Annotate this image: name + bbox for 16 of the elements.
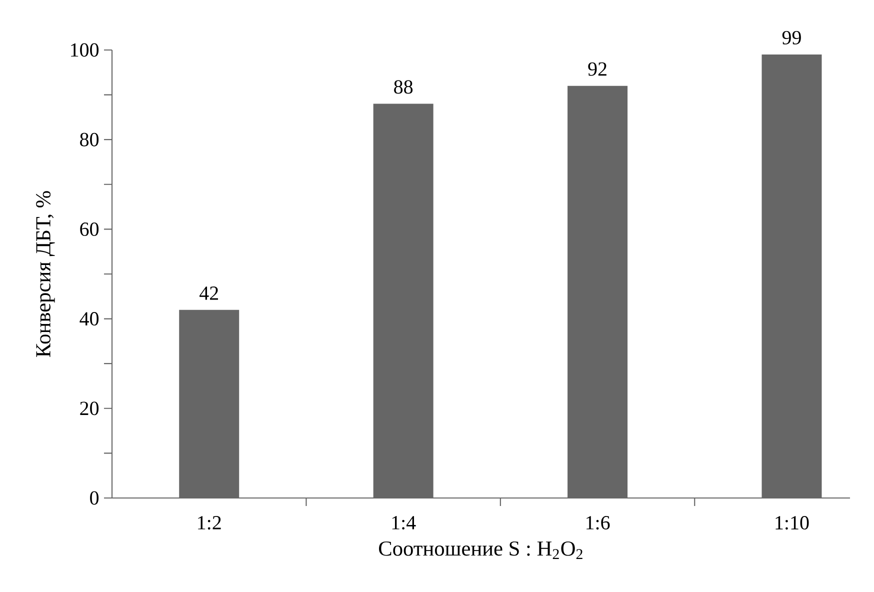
x-tick-label: 1:10 [776,516,809,530]
x-axis-title: Соотношение S : H$_{2}$O$_{2}$ [379,541,582,560]
y-tick-label: 100 [71,43,99,57]
y-tick-label: 0 [90,491,99,505]
y-axis-title: Конверсия ДБТ, % [36,191,55,357]
x-tick-label: 1:4 [392,516,416,530]
data-label: 42 [200,286,218,300]
y-tick-label: 20 [80,402,99,416]
y-tick-label: 40 [80,312,99,326]
x-tick-label: 1:2 [198,516,221,530]
data-label: 99 [782,30,801,44]
data-label: 92 [588,62,606,76]
y-tick-label: 60 [80,222,99,236]
data-label: 88 [394,80,413,94]
y-tick-label: 80 [80,132,99,146]
x-tick-label: 1:6 [586,516,610,530]
